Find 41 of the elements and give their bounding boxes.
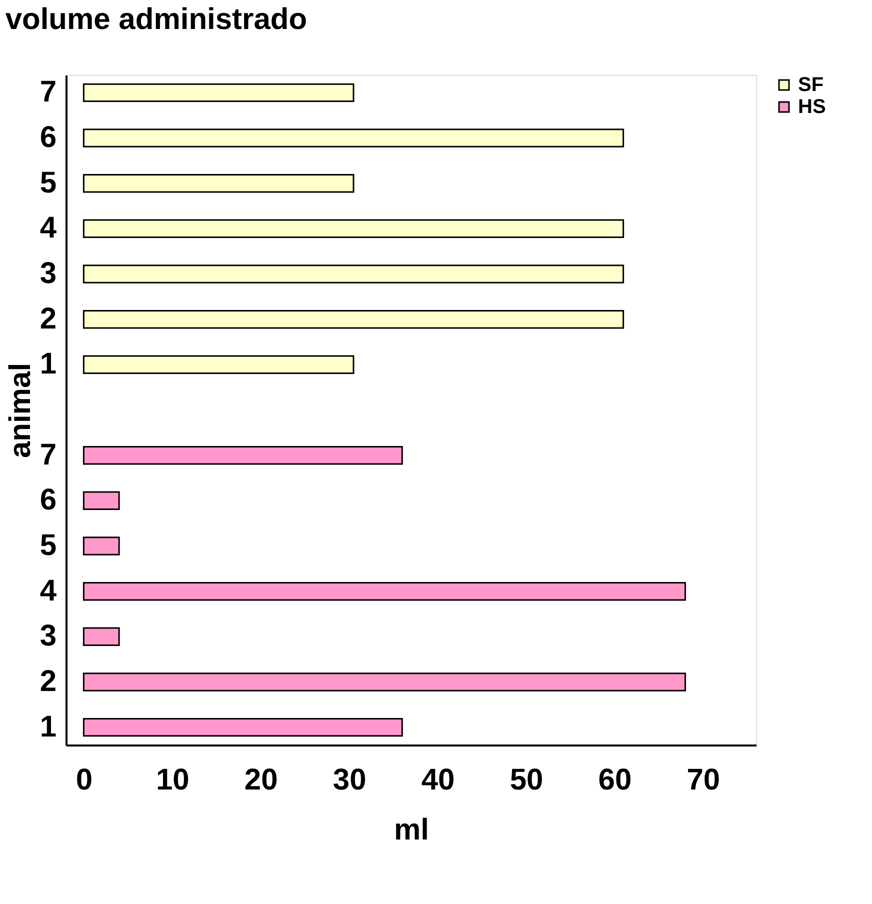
y-tick-label: 5 bbox=[40, 528, 56, 562]
y-tick-label: 1 bbox=[40, 710, 56, 744]
x-tick-label: 0 bbox=[76, 764, 93, 796]
x-tick-label: 30 bbox=[332, 764, 366, 796]
y-tick-label: 5 bbox=[40, 166, 56, 200]
x-tick-label: 70 bbox=[686, 764, 720, 796]
bar bbox=[82, 491, 120, 510]
bar bbox=[82, 672, 686, 692]
y-tick-label: 7 bbox=[40, 76, 56, 109]
x-tick-label: 60 bbox=[598, 764, 632, 796]
y-tick-label: 2 bbox=[40, 664, 56, 698]
bar bbox=[82, 355, 354, 374]
chart-title: volume administrado bbox=[5, 3, 308, 36]
bar bbox=[82, 718, 403, 737]
x-axis-title: ml bbox=[394, 814, 430, 846]
bar bbox=[82, 128, 624, 148]
x-tick-label: 40 bbox=[421, 764, 455, 796]
bar bbox=[82, 627, 120, 646]
x-tick-label: 50 bbox=[510, 764, 544, 796]
bar bbox=[82, 264, 624, 284]
bar bbox=[82, 446, 403, 465]
bar bbox=[82, 582, 686, 601]
bar bbox=[82, 174, 354, 193]
y-tick-label: 1 bbox=[40, 348, 56, 381]
y-tick-label: 7 bbox=[40, 438, 56, 472]
y-tick-label: 4 bbox=[40, 574, 57, 608]
y-tick-label: 6 bbox=[40, 121, 56, 154]
legend-label: SF bbox=[798, 74, 824, 96]
y-tick-label: 6 bbox=[40, 484, 56, 517]
bar bbox=[82, 536, 120, 556]
bar bbox=[82, 310, 624, 329]
bar bbox=[82, 219, 624, 238]
y-tick-label: 3 bbox=[40, 257, 56, 290]
legend-label: HS bbox=[798, 96, 826, 118]
y-tick-label: 3 bbox=[40, 620, 56, 653]
bar bbox=[82, 83, 354, 102]
x-tick-label: 10 bbox=[156, 764, 190, 796]
y-tick-label: 2 bbox=[40, 302, 56, 336]
y-tick-label: 4 bbox=[40, 212, 57, 245]
y-axis-title: animal bbox=[4, 362, 37, 458]
x-tick-label: 20 bbox=[244, 764, 278, 796]
